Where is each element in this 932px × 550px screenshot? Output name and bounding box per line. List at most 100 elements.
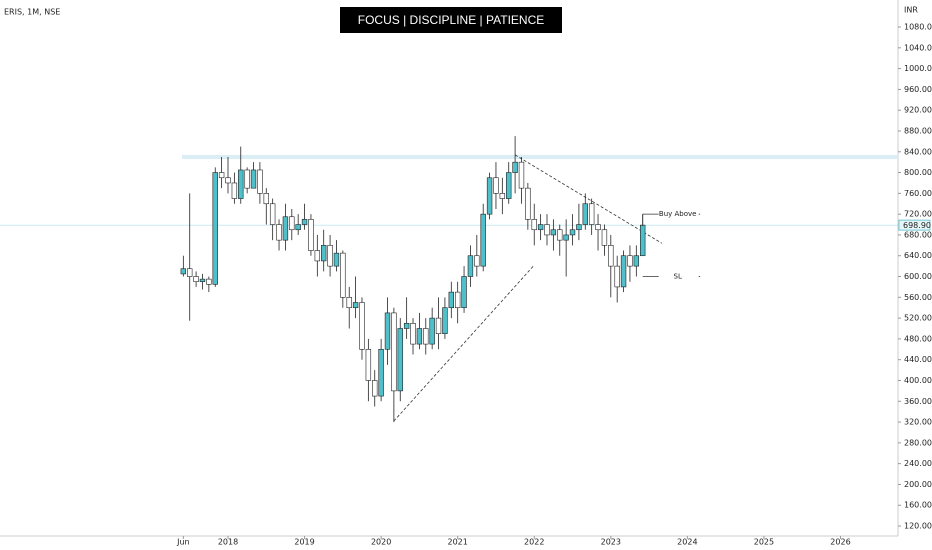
candle-body bbox=[212, 172, 218, 285]
candle-body bbox=[569, 229, 576, 236]
title-box bbox=[340, 7, 562, 33]
y-tick-label: 720.00 bbox=[904, 210, 932, 219]
candle-body bbox=[608, 245, 614, 267]
candle-body bbox=[499, 193, 506, 199]
candle-body bbox=[480, 213, 486, 267]
candle-body bbox=[333, 252, 340, 267]
candle-body bbox=[250, 169, 257, 189]
y-tick-label: 240.00 bbox=[904, 459, 932, 468]
candle-body bbox=[627, 255, 633, 267]
candle-body bbox=[550, 229, 557, 236]
candle-body bbox=[525, 187, 531, 220]
candle-body bbox=[308, 219, 314, 251]
candle-body bbox=[588, 203, 595, 225]
candle-body bbox=[614, 265, 620, 288]
chart-title: FOCUS | DISCIPLINE | PATIENCE bbox=[358, 13, 545, 27]
x-tick-label: 2025 bbox=[754, 538, 774, 547]
y-tick-label: 520.00 bbox=[904, 314, 932, 323]
candle-body bbox=[467, 255, 474, 277]
y-tick-label: 400.00 bbox=[904, 376, 932, 385]
resistance-zone bbox=[182, 154, 898, 160]
candle-body bbox=[429, 317, 435, 345]
candle-body bbox=[257, 169, 263, 194]
candle-body bbox=[461, 276, 467, 309]
candle-body bbox=[639, 224, 646, 257]
candle-body bbox=[493, 177, 499, 194]
candle-body bbox=[289, 216, 295, 231]
x-tick-label: 2026 bbox=[830, 538, 850, 547]
x-tick-label: 2023 bbox=[601, 538, 621, 547]
y-tick-label: 200.00 bbox=[904, 480, 932, 489]
candle-body bbox=[327, 245, 333, 267]
candle-body bbox=[595, 224, 601, 231]
y-tick-label: 480.00 bbox=[904, 334, 932, 343]
x-tick-label: 2020 bbox=[371, 538, 391, 547]
candle-body bbox=[531, 219, 537, 231]
candle-body bbox=[206, 278, 212, 285]
y-tick-label: 600.00 bbox=[904, 272, 932, 281]
y-tick-label: 1000.00 bbox=[904, 64, 932, 73]
y-tick-label: 560.00 bbox=[904, 293, 932, 302]
y-tick-label: 1080.00 bbox=[904, 23, 932, 32]
y-tick-label: 800.00 bbox=[904, 168, 932, 177]
candle-body bbox=[263, 193, 269, 205]
candle-body bbox=[576, 224, 582, 231]
candle-body bbox=[442, 307, 448, 335]
y-tick-label: 760.00 bbox=[904, 189, 932, 198]
y-tick-label: 680.00 bbox=[904, 230, 932, 239]
y-tick-label: 1040.00 bbox=[904, 43, 932, 52]
candle-body bbox=[486, 177, 493, 215]
y-tick-label: 160.00 bbox=[904, 501, 932, 510]
candle-body bbox=[544, 224, 550, 236]
candle-body bbox=[474, 255, 480, 267]
candle-body bbox=[238, 169, 244, 199]
candle-body bbox=[403, 323, 410, 329]
candle-body bbox=[601, 229, 608, 246]
y-tick-label: 840.00 bbox=[904, 147, 932, 156]
candle-body bbox=[346, 297, 352, 309]
x-tick-label: Jun bbox=[176, 538, 190, 547]
candle-body bbox=[320, 245, 327, 262]
candle-body bbox=[620, 255, 627, 288]
candle-body bbox=[448, 291, 454, 309]
candle-body bbox=[435, 317, 442, 335]
candle-body bbox=[180, 268, 187, 275]
x-tick-label: 2022 bbox=[524, 538, 544, 547]
candle-body bbox=[397, 328, 403, 392]
candle-body bbox=[557, 229, 563, 241]
x-tick-label: 2018 bbox=[218, 538, 238, 547]
candle-body bbox=[506, 172, 512, 199]
candle-body bbox=[537, 224, 544, 231]
candle-body bbox=[384, 312, 391, 350]
last-price-tag bbox=[898, 219, 931, 231]
candle-body bbox=[301, 219, 308, 225]
level-label: Buy Above bbox=[659, 210, 697, 218]
level-label: SL bbox=[674, 273, 682, 281]
candle-body bbox=[193, 276, 199, 283]
y-tick-label: 360.00 bbox=[904, 397, 932, 406]
candle-body bbox=[231, 182, 238, 199]
trendline bbox=[514, 154, 663, 244]
candle-body bbox=[365, 348, 372, 381]
candle-body bbox=[410, 323, 416, 345]
symbol: ERIS, 1M, NSE bbox=[4, 8, 60, 17]
candle-body bbox=[359, 302, 365, 350]
candle-body bbox=[512, 161, 518, 173]
y-tick-label: 880.00 bbox=[904, 126, 932, 135]
candle-body bbox=[282, 216, 289, 241]
candle-body bbox=[187, 268, 193, 277]
y-tick-label: 440.00 bbox=[904, 355, 932, 364]
y-tick-label: 280.00 bbox=[904, 438, 932, 447]
candle-body bbox=[454, 291, 461, 309]
y-tick-label: 960.00 bbox=[904, 85, 932, 94]
candle-body bbox=[518, 161, 525, 189]
candle-body bbox=[340, 252, 346, 298]
last-price-label: 698.90 bbox=[903, 221, 931, 230]
candle-body bbox=[225, 177, 231, 184]
x-tick-label: 2024 bbox=[677, 538, 697, 547]
candle-body bbox=[218, 172, 225, 179]
y-tick-label: 120.00 bbox=[904, 522, 932, 531]
y-tick-label: 320.00 bbox=[904, 418, 932, 427]
